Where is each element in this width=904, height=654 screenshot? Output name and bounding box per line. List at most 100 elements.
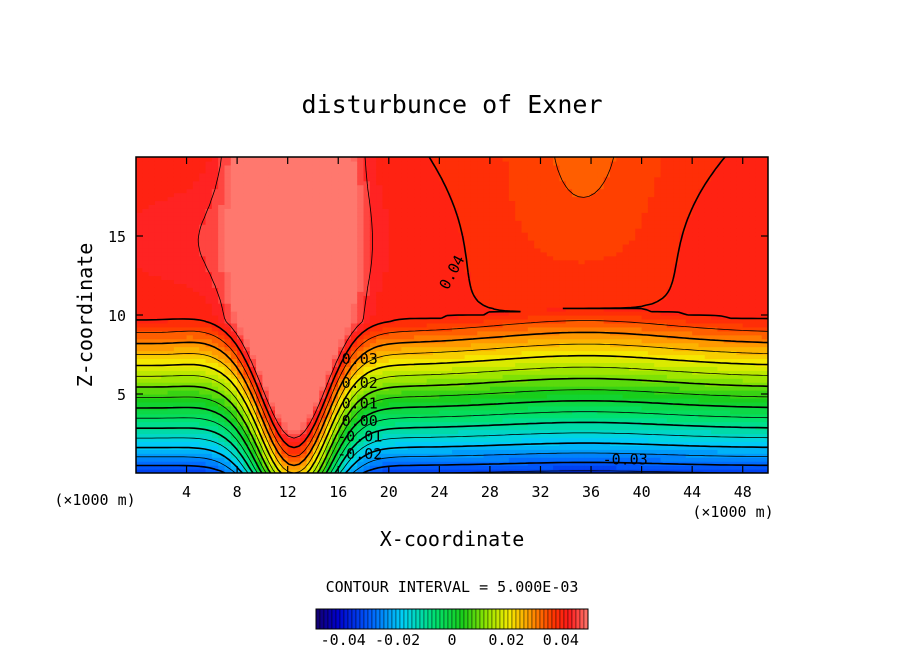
field-cell: [439, 208, 447, 213]
field-cell: [294, 164, 301, 170]
field-cell: [350, 299, 358, 304]
field-cell: [325, 370, 333, 375]
field-cell: [173, 243, 181, 249]
field-cell: [508, 263, 516, 269]
field-cell: [275, 338, 282, 344]
field-cell: [420, 208, 428, 213]
field-cell: [275, 255, 282, 261]
field-cell: [224, 184, 232, 190]
field-cell: [268, 192, 276, 198]
field-cell: [237, 307, 245, 312]
field-cell: [312, 453, 320, 458]
field-cell: [464, 315, 472, 320]
field-cell: [218, 338, 226, 344]
field-cell: [395, 216, 403, 221]
field-cell: [407, 176, 415, 182]
field-cell: [211, 271, 219, 277]
field-cell: [407, 251, 415, 257]
field-cell: [312, 342, 320, 348]
field-cell: [224, 192, 232, 198]
field-cell: [369, 338, 377, 344]
field-cell: [180, 441, 188, 446]
field-cell: [224, 180, 232, 186]
field-cell: [445, 176, 453, 182]
field-cell: [344, 354, 352, 360]
field-cell: [294, 354, 301, 360]
field-cell: [167, 208, 175, 213]
field-cell: [161, 291, 169, 296]
field-cell: [458, 429, 466, 435]
field-cell: [445, 346, 453, 352]
field-cell: [382, 255, 390, 261]
field-cell: [300, 338, 308, 344]
field-cell: [382, 287, 390, 292]
field-cell: [319, 188, 327, 194]
field-cell: [407, 157, 415, 162]
field-cell: [376, 358, 384, 363]
field-cell: [224, 236, 232, 241]
field-cell: [489, 453, 497, 458]
field-cell: [192, 232, 200, 237]
field-cell: [483, 216, 491, 221]
field-cell: [527, 382, 535, 387]
field-cell: [464, 220, 472, 225]
field-cell: [477, 172, 485, 178]
field-cell: [281, 397, 289, 403]
field-cell: [369, 445, 377, 450]
field-cell: [508, 449, 516, 454]
field-cell: [401, 247, 409, 253]
field-cell: [319, 279, 327, 284]
field-cell: [300, 437, 308, 442]
field-cell: [186, 220, 194, 225]
field-cell: [167, 382, 175, 387]
field-cell: [445, 315, 453, 320]
field-cell: [136, 291, 143, 296]
field-cell: [205, 299, 213, 304]
field-cell: [211, 469, 219, 473]
field-cell: [325, 275, 333, 281]
field-cell: [262, 287, 270, 292]
field-cell: [376, 168, 384, 174]
field-cell: [502, 200, 510, 205]
field-cell: [521, 437, 529, 442]
field-cell: [180, 224, 188, 229]
field-cell: [401, 251, 409, 257]
field-cell: [401, 417, 409, 423]
field-cell: [344, 176, 352, 182]
field-cell: [300, 200, 308, 205]
field-cell: [331, 441, 339, 446]
field-cell: [439, 275, 447, 281]
field-cell: [218, 279, 226, 284]
field-cell: [173, 299, 181, 304]
field-cell: [199, 157, 207, 162]
field-cell: [148, 259, 156, 265]
field-cell: [508, 196, 516, 202]
field-cell: [426, 232, 434, 237]
field-cell: [388, 311, 396, 316]
field-cell: [477, 208, 485, 213]
field-cell: [205, 469, 213, 473]
field-cell: [489, 236, 497, 241]
field-cell: [458, 291, 466, 296]
field-cell: [167, 429, 175, 435]
field-cell: [445, 401, 453, 407]
field-cell: [186, 441, 194, 446]
field-cell: [527, 457, 535, 462]
field-cell: [275, 378, 282, 383]
field-cell: [508, 232, 516, 237]
field-cell: [357, 259, 365, 265]
field-cell: [477, 212, 485, 217]
field-cell: [306, 445, 314, 450]
field-cell: [496, 366, 504, 371]
field-cell: [142, 330, 150, 336]
field-cell: [319, 350, 327, 356]
field-cell: [262, 437, 270, 442]
field-cell: [262, 188, 270, 194]
field-cell: [527, 413, 535, 419]
field-cell: [363, 445, 371, 450]
field-cell: [489, 291, 497, 296]
field-cell: [452, 271, 459, 277]
field-cell: [325, 374, 333, 379]
field-cell: [502, 350, 510, 356]
field-cell: [420, 338, 428, 344]
